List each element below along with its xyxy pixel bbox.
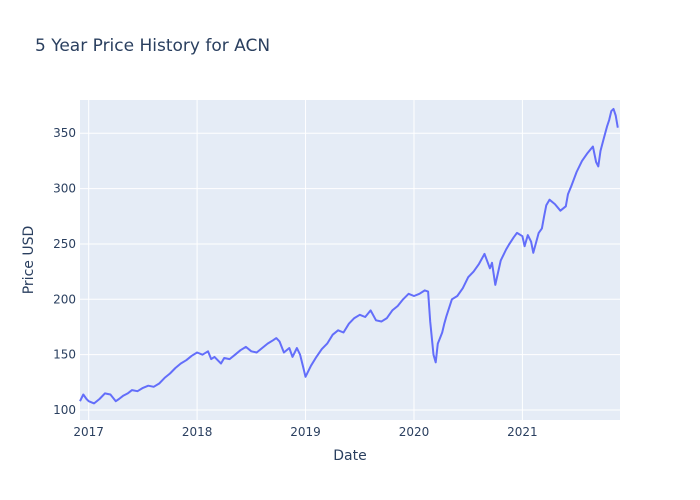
y-tick-label: 150	[53, 348, 76, 362]
x-tick-label: 2019	[290, 425, 321, 439]
y-tick-label: 100	[53, 403, 76, 417]
plot-area	[80, 100, 620, 420]
y-tick-label: 250	[53, 237, 76, 251]
series-line-0	[79, 107, 619, 405]
y-tick-label: 350	[53, 126, 76, 140]
y-axis-ticks: 100 150 200 250 300 350	[53, 126, 76, 417]
x-tick-label: 2020	[399, 425, 430, 439]
x-axis-title: Date	[333, 448, 366, 464]
y-axis-title: Price USD	[21, 226, 37, 295]
y-tick-label: 300	[53, 182, 76, 196]
x-tick-label: 2018	[182, 425, 213, 439]
x-tick-label: 2021	[507, 425, 538, 439]
x-axis-ticks: 2017 2018 2019 2020 2021	[73, 425, 537, 439]
series-layer	[79, 107, 619, 405]
y-tick-label: 200	[53, 292, 76, 306]
grid-lines	[80, 100, 620, 420]
x-tick-label: 2017	[73, 425, 104, 439]
chart-title: 5 Year Price History for ACN	[35, 36, 270, 56]
